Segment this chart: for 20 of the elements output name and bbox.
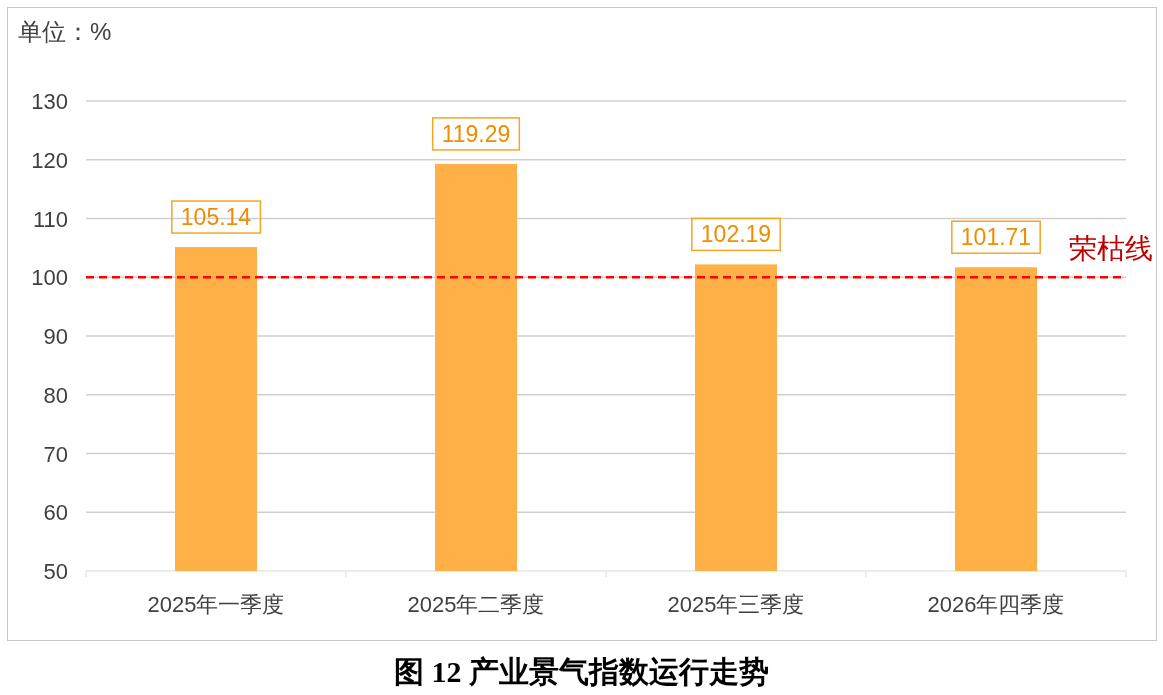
y-tick-label: 120: [31, 147, 68, 173]
y-tick-label: 50: [43, 559, 68, 584]
y-tick-label: 130: [31, 89, 68, 114]
ref-line-label: 荣枯线: [1069, 233, 1153, 265]
y-tick-label: 60: [43, 500, 68, 526]
y-tick-label: 100: [31, 265, 68, 291]
y-tick-label: 80: [43, 382, 68, 408]
y-tick-label: 110: [32, 206, 68, 232]
x-tick-label: 2025年三季度: [667, 592, 805, 617]
data-label: 101.71: [960, 224, 1032, 251]
data-label: 102.19: [700, 221, 772, 248]
y-tick-label: 70: [43, 441, 68, 467]
x-tick-label: 2025年二季度: [407, 592, 545, 617]
x-tick-label: 2026年四季度: [927, 592, 1065, 617]
y-tick-label: 90: [43, 324, 68, 349]
data-label: 119.29: [441, 120, 511, 147]
data-label: 105.14: [180, 204, 252, 231]
text: 图 12 产业景气指数运行走势: [394, 655, 769, 688]
x-tick-label: 2025年一季度: [147, 592, 285, 617]
y-axis-title: 单位：%: [18, 18, 112, 45]
